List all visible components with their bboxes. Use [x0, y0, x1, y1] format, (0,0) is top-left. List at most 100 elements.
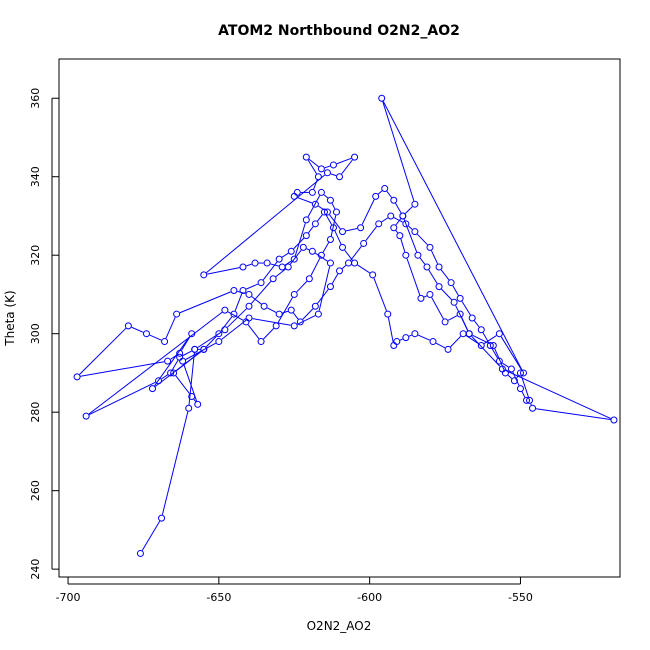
data-point	[326, 259, 334, 267]
series-segment	[395, 203, 402, 214]
series-segment	[331, 203, 336, 210]
series-segment	[296, 280, 308, 293]
series-segment	[310, 258, 321, 276]
series-segment	[175, 375, 190, 395]
series-segment	[193, 398, 197, 402]
data-point	[387, 212, 395, 220]
series-segment	[417, 334, 430, 341]
data-point	[142, 330, 150, 338]
data-point	[339, 243, 347, 251]
data-point	[336, 173, 343, 181]
data-point	[239, 287, 247, 295]
series-segment	[131, 326, 144, 333]
series-segment	[507, 374, 513, 379]
data-point	[486, 341, 494, 349]
data-point	[326, 196, 334, 204]
series-segment	[336, 157, 352, 165]
data-point	[456, 294, 464, 302]
data-point	[317, 188, 325, 196]
series-segment	[220, 316, 233, 332]
data-point	[257, 338, 265, 346]
series-segment	[308, 158, 319, 168]
y-tick-label: 280	[29, 402, 42, 423]
data-point	[384, 310, 392, 318]
series-segment	[293, 237, 305, 250]
data-point	[417, 294, 425, 302]
series-segment	[423, 295, 427, 298]
data-point	[529, 404, 537, 412]
data-point	[173, 310, 181, 318]
data-point	[450, 298, 458, 306]
x-tick-label: -700	[56, 591, 81, 604]
data-point	[526, 396, 534, 404]
series-segment	[461, 301, 471, 316]
data-point	[516, 369, 524, 377]
data-point	[302, 216, 310, 224]
y-tick-label: 340	[29, 166, 42, 187]
y-tick-label: 240	[29, 559, 42, 580]
data-point	[200, 345, 208, 353]
data-point	[302, 232, 310, 240]
data-point	[519, 369, 527, 377]
series-segment	[297, 315, 316, 325]
series-segment	[181, 336, 191, 351]
series-segment	[79, 327, 127, 375]
data-point	[260, 302, 268, 310]
series-segment	[473, 320, 480, 328]
data-point	[269, 275, 277, 283]
data-point	[516, 385, 524, 393]
series-segment	[282, 310, 289, 314]
data-point	[284, 263, 292, 271]
data-point	[495, 330, 503, 338]
data-point	[456, 310, 464, 318]
data-point	[194, 400, 202, 408]
data-point	[402, 251, 410, 259]
data-point	[314, 310, 322, 318]
x-tick-label: -650	[206, 591, 231, 604]
series-segment	[281, 252, 289, 258]
series-segment	[89, 381, 156, 416]
data-point	[507, 365, 515, 373]
series-segment	[502, 362, 509, 368]
data-point	[414, 251, 422, 259]
series-segment	[154, 336, 191, 387]
series-segment	[277, 297, 293, 324]
data-point	[402, 334, 410, 342]
series-segment	[430, 250, 439, 265]
chart-title: ATOM2 Northbound O2N2_AO2	[218, 23, 460, 39]
data-point	[221, 326, 229, 334]
data-point	[275, 310, 283, 318]
data-point	[302, 153, 310, 161]
series-segment	[447, 315, 458, 321]
data-point	[188, 392, 196, 400]
data-point	[323, 169, 331, 177]
data-point	[396, 232, 404, 240]
series-segment	[245, 283, 259, 290]
series-segment	[325, 214, 333, 225]
series-segment	[435, 342, 446, 349]
y-tick-label: 360	[29, 88, 42, 109]
data-point	[245, 314, 253, 322]
series-segment	[313, 179, 318, 190]
series-segment	[154, 351, 202, 387]
series-segment	[207, 267, 240, 275]
series-segment	[399, 338, 403, 341]
series-segment	[406, 258, 421, 296]
series-segment	[246, 263, 252, 267]
series-segment	[171, 360, 179, 371]
series-segment	[322, 242, 330, 253]
data-point	[275, 255, 283, 263]
data-point	[124, 322, 132, 330]
data-point	[200, 271, 208, 279]
series-segment	[317, 214, 323, 222]
data-point	[326, 236, 334, 244]
series-segment	[188, 352, 195, 405]
series-segment	[345, 227, 358, 232]
data-point	[369, 271, 377, 279]
series-segment	[221, 319, 247, 340]
series-segment	[535, 408, 611, 421]
series-segment	[512, 371, 520, 386]
y-tick-label: 320	[29, 245, 42, 266]
series-segment	[350, 245, 362, 261]
y-tick-label: 260	[29, 480, 42, 501]
